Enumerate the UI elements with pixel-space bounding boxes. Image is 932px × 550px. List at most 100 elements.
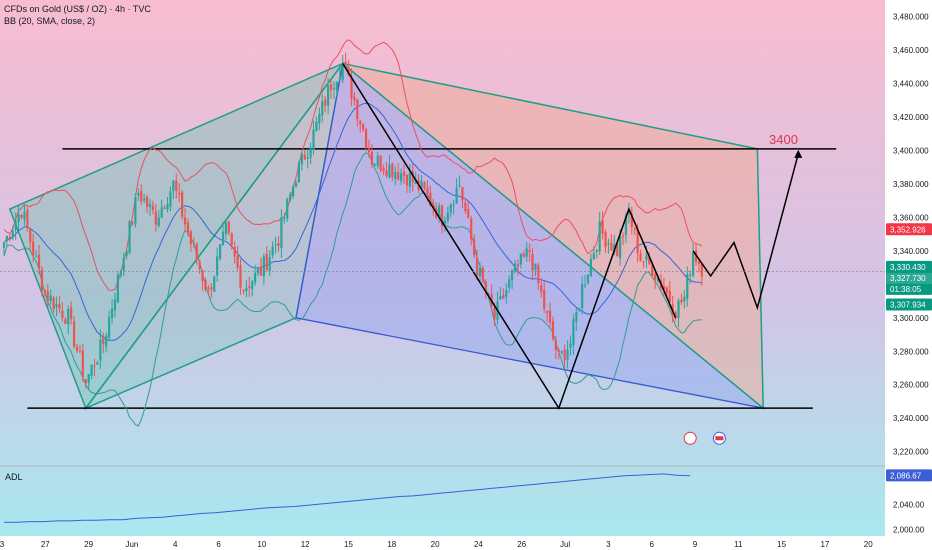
candle-body bbox=[271, 246, 274, 256]
adl-line bbox=[4, 473, 691, 523]
candle-body bbox=[172, 180, 175, 192]
candle-body bbox=[26, 209, 29, 229]
swing-zigzag bbox=[342, 63, 677, 410]
candle-body bbox=[668, 290, 671, 302]
candle-body bbox=[665, 287, 668, 293]
candle-body bbox=[110, 308, 114, 318]
candle-body bbox=[274, 244, 277, 246]
candle-body bbox=[5, 235, 9, 241]
y-tick-label: 3,420.000 bbox=[893, 113, 929, 122]
candle-body bbox=[175, 180, 178, 191]
adl-panel-label[interactable]: ADL bbox=[5, 472, 23, 482]
candle-body bbox=[315, 121, 318, 131]
candle-body bbox=[207, 287, 210, 289]
candle-body bbox=[128, 221, 131, 254]
candle-body bbox=[677, 300, 680, 319]
candle-body bbox=[557, 349, 560, 352]
candle-body bbox=[619, 236, 622, 258]
badge-bb-upper-text: 3,352.926 bbox=[890, 225, 926, 234]
candle-body bbox=[700, 263, 703, 277]
candle-body bbox=[388, 164, 391, 178]
x-tick-label: 20 bbox=[864, 540, 873, 549]
projection-arrowhead bbox=[794, 149, 803, 158]
candle-body bbox=[630, 214, 633, 228]
candle-body bbox=[405, 174, 409, 186]
badge-bb-upper bbox=[886, 223, 932, 236]
candle-body bbox=[651, 263, 654, 276]
candle-body bbox=[183, 217, 187, 225]
candle-body bbox=[546, 311, 549, 313]
symbol-title[interactable]: CFDs on Gold (US$ / OZ) · 4h · TVC bbox=[4, 4, 151, 14]
y-tick-label: 3,360.000 bbox=[893, 213, 929, 222]
candle-body bbox=[505, 289, 508, 297]
candle-body bbox=[367, 148, 371, 153]
x-tick-label: 9 bbox=[693, 540, 698, 549]
candle-body bbox=[67, 308, 70, 325]
candle-body bbox=[554, 340, 557, 351]
candle-body bbox=[566, 349, 569, 360]
y-tick-label: 3,240.000 bbox=[893, 414, 929, 423]
candle-body bbox=[268, 257, 271, 271]
candle-body bbox=[432, 203, 435, 208]
candle-body bbox=[64, 319, 67, 324]
badge-bb-lower-text: 3,307.934 bbox=[890, 301, 926, 310]
candle-body bbox=[516, 264, 520, 267]
candle-body bbox=[102, 338, 105, 344]
candle-body bbox=[236, 255, 239, 268]
candle-body bbox=[277, 243, 280, 246]
candle-body bbox=[151, 205, 155, 211]
candle-body bbox=[610, 242, 613, 251]
candle-body bbox=[178, 192, 181, 195]
x-tick-label: 11 bbox=[734, 540, 743, 549]
candle-body bbox=[338, 78, 341, 80]
candle-body bbox=[52, 297, 55, 309]
candle-body bbox=[262, 256, 265, 277]
candle-body bbox=[543, 290, 546, 309]
candle-body bbox=[420, 180, 423, 189]
candle-body bbox=[189, 231, 192, 244]
candle-body bbox=[502, 295, 505, 299]
badge-last_price: 3,330.430 bbox=[890, 263, 926, 272]
candle-body bbox=[572, 319, 575, 345]
x-tick-label: 12 bbox=[301, 540, 310, 549]
candle-body bbox=[645, 254, 648, 261]
candle-body bbox=[522, 253, 525, 257]
candle-body bbox=[160, 207, 163, 218]
candle-body bbox=[78, 350, 82, 352]
candle-body bbox=[397, 172, 400, 180]
candle-body bbox=[508, 278, 511, 288]
candle-body bbox=[186, 222, 190, 233]
candle-body bbox=[61, 310, 64, 319]
candle-body bbox=[300, 153, 303, 165]
candle-body bbox=[324, 99, 327, 106]
candle-body bbox=[99, 339, 102, 361]
candle-body bbox=[329, 84, 333, 91]
candle-body bbox=[131, 222, 134, 224]
candle-body bbox=[470, 218, 473, 240]
candle-body bbox=[166, 204, 169, 210]
candle-body bbox=[551, 321, 555, 339]
candle-body bbox=[96, 362, 99, 365]
candle-body bbox=[195, 243, 198, 261]
indicator-title[interactable]: BB (20, SMA, close, 2) bbox=[4, 16, 96, 26]
y-tick-label: 3,380.000 bbox=[893, 180, 929, 189]
x-tick-label: 29 bbox=[84, 540, 93, 549]
candle-body bbox=[43, 290, 46, 293]
candle-body bbox=[499, 296, 502, 300]
candle-body bbox=[697, 261, 701, 264]
candle-body bbox=[686, 274, 689, 299]
badge-current: 3,327.730 bbox=[890, 274, 926, 283]
x-tick-label: 10 bbox=[257, 540, 266, 549]
candle-body bbox=[256, 268, 260, 274]
candle-body bbox=[648, 256, 651, 264]
candle-body bbox=[446, 212, 449, 221]
candle-body bbox=[254, 272, 257, 283]
candle-body bbox=[548, 310, 552, 323]
candle-body bbox=[35, 255, 38, 257]
candle-body bbox=[192, 243, 195, 245]
time-axis-background bbox=[0, 536, 885, 550]
x-tick-label: 3 bbox=[606, 540, 611, 549]
candle-body bbox=[318, 113, 321, 124]
candle-body bbox=[280, 217, 283, 249]
